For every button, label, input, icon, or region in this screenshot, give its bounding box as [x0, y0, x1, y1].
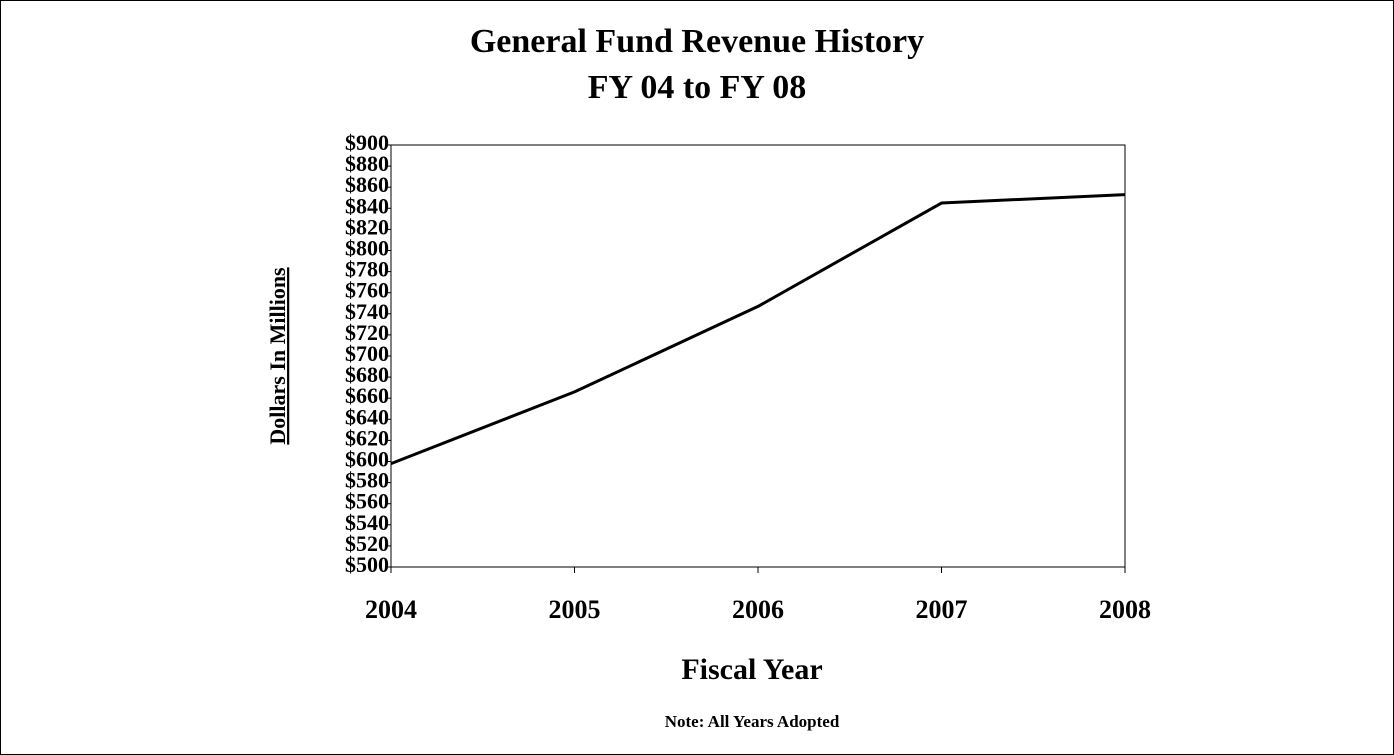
x-axis-label: Fiscal Year [681, 653, 822, 686]
y-tick-label: $740 [345, 299, 389, 324]
x-tick-label: 2005 [549, 595, 601, 624]
y-tick-label: $900 [345, 130, 389, 155]
x-tick-label: 2004 [365, 595, 417, 624]
y-tick-label: $820 [345, 214, 389, 239]
y-tick-label: $600 [345, 447, 389, 472]
y-tick-label: $780 [345, 257, 389, 282]
y-tick-label: $660 [345, 383, 389, 408]
note: Note: All Years Adopted [665, 712, 840, 731]
chart-subtitle: FY 04 to FY 08 [588, 69, 806, 106]
y-tick-label: $880 [345, 151, 389, 176]
chart-title: General Fund Revenue History [470, 23, 924, 60]
x-tick-label: 2007 [916, 595, 968, 624]
x-tick-label: 2008 [1099, 595, 1151, 624]
y-tick-label: $860 [345, 172, 389, 197]
y-tick-label: $580 [345, 468, 389, 493]
series-line [390, 193, 1126, 466]
y-tick-label: $640 [345, 404, 389, 429]
y-tick-label: $620 [345, 425, 389, 450]
y-tick-label: $560 [345, 489, 389, 514]
x-tick-label: 2006 [732, 595, 784, 624]
y-tick-label: $760 [345, 278, 389, 303]
y-axis-label: Dollars In Millions [265, 267, 290, 445]
y-tick-label: $840 [345, 193, 389, 218]
y-tick-label: $540 [345, 510, 389, 535]
y-tick-label: $700 [345, 341, 389, 366]
y-tick-label: $800 [345, 236, 389, 261]
y-tick-label: $680 [345, 362, 389, 387]
y-tick-label: $520 [345, 531, 389, 556]
y-tick-label: $500 [345, 552, 389, 577]
y-tick-label: $720 [345, 320, 389, 345]
